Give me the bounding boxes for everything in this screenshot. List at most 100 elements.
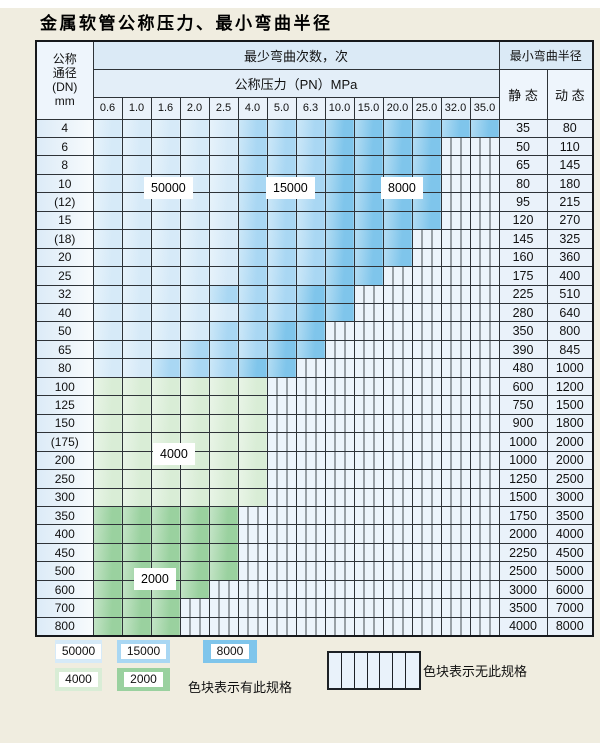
dn-cell: 100 (35, 376, 94, 397)
dynamic-value-cell: 5000 (546, 561, 594, 581)
spec-cell (121, 321, 152, 341)
no-spec-cell (411, 506, 442, 526)
spec-cell (237, 450, 268, 471)
spec-cell (121, 616, 152, 637)
no-spec-cell (469, 598, 500, 618)
spec-cell (266, 229, 297, 249)
no-spec-cell (469, 339, 500, 360)
spec-cell (411, 210, 442, 231)
no-spec-cell (324, 321, 355, 341)
spec-cell (92, 247, 123, 268)
table-row: 800 4000 8000 (35, 616, 594, 637)
static-value-cell: 750 (498, 395, 548, 415)
pressure-value-header: 32.0 (440, 96, 471, 120)
legend-swatch-label: 4000 (59, 672, 98, 687)
spec-cell (179, 155, 210, 175)
no-spec-cell (295, 524, 326, 544)
legend-swatch: 15000 (117, 640, 170, 663)
spec-cell (237, 210, 268, 231)
dn-cell: 50 (35, 321, 94, 341)
no-spec-cell (469, 395, 500, 415)
count-overlay-label: 4000 (153, 443, 195, 465)
spec-cell (208, 266, 239, 286)
pressure-value-header: 5.0 (266, 96, 297, 120)
no-spec-cell (353, 432, 384, 452)
no-spec-cell (295, 450, 326, 471)
spec-cell (324, 173, 355, 194)
no-spec-cell (324, 395, 355, 415)
no-spec-cell (469, 173, 500, 194)
no-spec-cell (469, 303, 500, 323)
spec-cell (324, 210, 355, 231)
no-spec-cell (353, 487, 384, 508)
spec-cell (150, 542, 181, 563)
no-spec-cell (266, 450, 297, 471)
pressure-value-header: 35.0 (469, 96, 500, 120)
spec-cell (92, 469, 123, 489)
dynamic-value-cell: 1500 (546, 395, 594, 415)
no-spec-cell (440, 321, 471, 341)
no-spec-cell (266, 579, 297, 600)
spec-cell (208, 192, 239, 212)
spec-cell (237, 358, 268, 378)
dn-cell: 200 (35, 450, 94, 471)
no-spec-cell (266, 561, 297, 581)
spec-cell (121, 210, 152, 231)
no-spec-swatch (327, 651, 421, 690)
spec-cell (150, 247, 181, 268)
spec-cell (179, 136, 210, 157)
dn-cell: 400 (35, 524, 94, 544)
spec-cell (382, 118, 413, 138)
dn-cell: (18) (35, 229, 94, 249)
spec-cell (411, 118, 442, 138)
dynamic-value-cell: 6000 (546, 579, 594, 600)
spec-cell (92, 598, 123, 618)
spec-cell (208, 413, 239, 434)
static-value-cell: 900 (498, 413, 548, 434)
spec-cell (382, 247, 413, 268)
spec-cell (121, 542, 152, 563)
no-spec-cell (324, 542, 355, 563)
spec-cell (295, 303, 326, 323)
table-row: 20 160 360 (35, 247, 594, 268)
no-spec-cell (324, 469, 355, 489)
static-value-cell: 2250 (498, 542, 548, 563)
pressure-value-header: 15.0 (353, 96, 384, 120)
table-wrap: 公称 通径 (DN) mm 最少弯曲次数，次 最小弯曲半径 公称压力（PN）MP… (35, 40, 595, 637)
spec-cell (353, 155, 384, 175)
spec-cell (121, 358, 152, 378)
dn-cell: 600 (35, 579, 94, 600)
table-row: 50 350 800 (35, 321, 594, 341)
spec-cell (121, 229, 152, 249)
spec-cell (150, 358, 181, 378)
no-spec-cell (440, 450, 471, 471)
no-spec-cell (324, 358, 355, 378)
no-spec-cell (440, 395, 471, 415)
no-spec-cell (411, 247, 442, 268)
spec-cell (295, 210, 326, 231)
spec-cell (208, 339, 239, 360)
spec-cell (150, 118, 181, 138)
dynamic-value-cell: 180 (546, 173, 594, 194)
static-value-cell: 2500 (498, 561, 548, 581)
dynamic-value-cell: 800 (546, 321, 594, 341)
spec-cell (92, 487, 123, 508)
no-spec-cell (353, 579, 384, 600)
spec-cell (237, 118, 268, 138)
no-spec-cell (237, 616, 268, 637)
no-spec-cell (353, 376, 384, 397)
no-spec-cell (440, 561, 471, 581)
no-spec-cell (324, 561, 355, 581)
pressure-header: 公称压力（PN）MPa (92, 68, 500, 98)
table-row: 6 50 110 (35, 136, 594, 157)
spec-cell (411, 155, 442, 175)
dn-cell: 65 (35, 339, 94, 360)
no-spec-cell (469, 155, 500, 175)
no-spec-cell (440, 358, 471, 378)
legend-swatch-label: 50000 (55, 644, 102, 659)
spec-cell (469, 118, 500, 138)
dn-cell: 10 (35, 173, 94, 194)
no-spec-cell (382, 376, 413, 397)
no-spec-cell (411, 469, 442, 489)
no-spec-cell (411, 229, 442, 249)
